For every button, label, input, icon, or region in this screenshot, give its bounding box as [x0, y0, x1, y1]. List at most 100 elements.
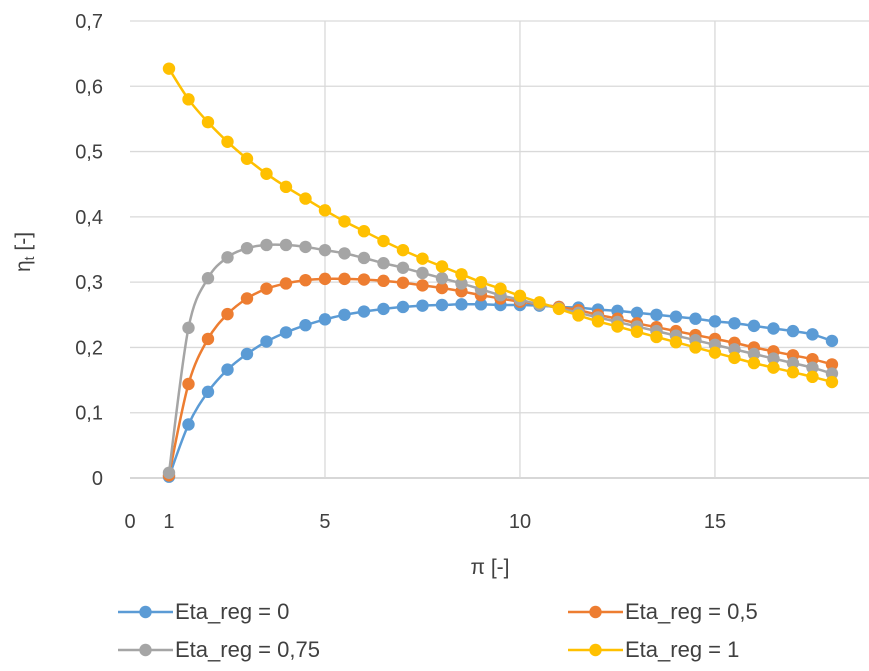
series-line: [167, 302, 833, 478]
data-point: [689, 312, 702, 325]
gridlines: [130, 20, 869, 479]
legend-marker: [139, 643, 152, 657]
data-point: [650, 330, 663, 344]
data-point: [747, 319, 761, 333]
x-axis-tick-labels: 0 1 5 10 15: [124, 511, 726, 533]
data-point: [728, 343, 741, 356]
data-point: [825, 334, 839, 348]
data-point: [162, 62, 176, 75]
data-point: [318, 204, 332, 217]
data-point: [201, 332, 215, 346]
y-tick-label: 0,1: [75, 403, 103, 425]
x-tick-label: 15: [704, 511, 726, 533]
data-point: [747, 347, 761, 361]
data-point: [416, 279, 429, 292]
data-point: [396, 300, 410, 314]
data-point: [299, 240, 312, 254]
data-point: [357, 273, 371, 286]
y-tick-label: 0,7: [75, 11, 103, 33]
data-point: [689, 341, 702, 354]
legend-marker: [589, 643, 602, 657]
legend-label: Eta_reg = 1: [625, 637, 739, 662]
data-point: [338, 272, 351, 286]
data-point: [201, 385, 215, 399]
legend-label: Eta_reg = 0: [175, 599, 289, 624]
data-point: [396, 243, 410, 257]
y-tick-label: 0,5: [75, 142, 103, 164]
data-point: [650, 308, 663, 321]
data-point: [630, 325, 644, 338]
data-point: [825, 367, 839, 380]
data-point: [279, 180, 293, 194]
data-point: [357, 251, 371, 265]
data-point: [182, 93, 195, 106]
legend-item: Eta_reg = 0,5: [568, 599, 758, 624]
data-point: [572, 309, 585, 322]
y-tick-label: 0,3: [75, 272, 103, 294]
data-point: [786, 366, 800, 379]
data-point: [630, 306, 644, 320]
data-point: [279, 277, 293, 290]
y-axis-title: ηt [-]: [12, 232, 37, 272]
data-point: [357, 225, 371, 238]
y-axis-title-main: η: [12, 260, 35, 272]
data-point: [416, 266, 429, 280]
data-point: [357, 305, 371, 318]
data-point: [416, 299, 429, 312]
data-point: [455, 268, 468, 281]
x-tick-label: 10: [509, 511, 531, 533]
data-point: [747, 356, 761, 370]
series-group: [162, 62, 839, 389]
y-tick-label: 0,2: [75, 337, 103, 359]
legend-label: Eta_reg = 0,5: [625, 599, 758, 624]
data-point: [825, 375, 839, 389]
data-point: [786, 324, 800, 338]
data-point: [240, 241, 254, 255]
data-point: [201, 272, 215, 285]
data-point: [377, 257, 390, 270]
data-point: [806, 352, 819, 366]
data-point: [182, 418, 195, 431]
x-tick-label: 0: [124, 511, 135, 533]
legend-item: Eta_reg = 1: [568, 637, 739, 662]
data-point: [279, 326, 293, 339]
series-group: [162, 272, 839, 482]
data-point: [728, 351, 741, 365]
data-point: [260, 167, 273, 180]
legend-item: Eta_reg = 0,75: [118, 637, 320, 662]
data-point: [240, 347, 254, 361]
data-point: [591, 315, 605, 328]
data-point: [455, 298, 468, 311]
data-point: [435, 272, 449, 285]
legend-label: Eta_reg = 0,75: [175, 637, 320, 662]
data-point: [318, 243, 332, 257]
y-tick-label: 0,6: [75, 76, 103, 98]
data-point: [338, 308, 351, 321]
data-point: [338, 247, 351, 260]
data-point: [240, 292, 254, 305]
data-point: [260, 238, 273, 252]
data-point: [240, 152, 254, 165]
data-point: [474, 298, 488, 311]
data-point: [669, 310, 683, 323]
data-point: [182, 321, 195, 335]
data-point: [260, 335, 273, 348]
data-point: [474, 275, 488, 289]
legend-marker: [589, 605, 602, 619]
data-point: [318, 313, 332, 326]
data-point: [338, 215, 351, 228]
data-point: [455, 277, 468, 290]
y-tick-label: 0: [92, 468, 103, 490]
legend-item: Eta_reg = 0: [118, 599, 289, 624]
data-point: [669, 336, 683, 349]
legend-marker: [139, 605, 152, 619]
data-point: [494, 282, 507, 295]
data-point: [806, 361, 819, 374]
data-point: [221, 251, 234, 264]
data-point: [201, 115, 215, 129]
data-point: [708, 315, 722, 328]
data-point: [533, 296, 546, 309]
data-point: [708, 346, 722, 359]
data-point: [786, 356, 800, 370]
data-point: [767, 361, 780, 374]
